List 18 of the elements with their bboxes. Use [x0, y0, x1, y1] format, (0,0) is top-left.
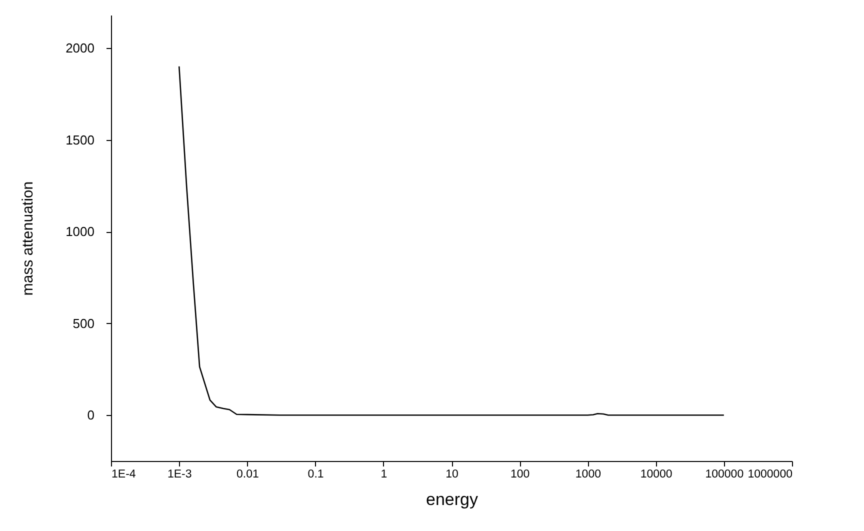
y-tick-label: 1500 — [66, 132, 94, 148]
x-tick-label: 1000 — [575, 468, 601, 480]
x-tick-label: 1E-3 — [167, 468, 192, 480]
x-tick-label: 100000 — [705, 468, 744, 480]
x-axis-title: energy — [426, 490, 478, 509]
y-axis-title: mass attenuation — [20, 181, 37, 296]
x-tick-label: 0.1 — [308, 468, 324, 480]
y-tick-label: 1000 — [66, 224, 94, 240]
x-tick-label: 1E-4 — [112, 468, 136, 480]
y-tick-label: 0 — [87, 408, 94, 423]
x-tick-label: 1 — [380, 468, 388, 480]
x-tick-label: 10000 — [640, 468, 672, 480]
y-tick-label: 500 — [72, 316, 94, 331]
y-tick-label: 2000 — [66, 40, 94, 56]
x-tick-label: 100 — [510, 468, 530, 480]
x-tick-label: 1000000 — [748, 468, 792, 480]
x-tick-label: 10 — [446, 468, 458, 480]
x-tick-label: 0.01 — [236, 468, 259, 480]
